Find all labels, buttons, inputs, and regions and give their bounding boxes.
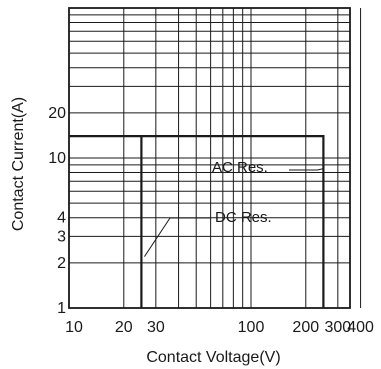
- y-tick-labels: 1 2 34 10 20: [48, 105, 66, 317]
- x-tick-label: 400: [347, 319, 374, 336]
- annotations: AC Res. DC Res.: [144, 159, 324, 257]
- x-tick-label: 30: [147, 319, 165, 336]
- series-ac-res-line: [69, 135, 325, 308]
- x-tick-label: 10: [65, 319, 83, 336]
- y-tick-label: 1: [57, 300, 66, 317]
- annotation-dc-res: DC Res.: [215, 209, 272, 226]
- y-tick-label: 4: [57, 210, 66, 227]
- x-axis-title: Contact Voltage(V): [146, 349, 280, 366]
- y-axis-title: Contact Current(A): [10, 97, 27, 231]
- grid: [68, 7, 362, 309]
- y-tick-label: 20: [48, 105, 66, 122]
- x-tick-label: 20: [115, 319, 133, 336]
- x-tick-label: 300: [324, 319, 351, 336]
- annotation-dc-res-leader: [144, 217, 211, 257]
- plot-frame: [68, 7, 351, 309]
- y-tick-label: 2: [57, 255, 66, 272]
- annotation-ac-res-leader: [289, 168, 324, 171]
- annotation-ac-res: AC Res.: [212, 159, 268, 176]
- x-tick-label: 100: [238, 319, 265, 336]
- x-tick-label: 200: [292, 319, 319, 336]
- y-tick-label: 3: [57, 228, 66, 245]
- y-tick-label: 10: [48, 150, 66, 167]
- curves: [69, 135, 325, 308]
